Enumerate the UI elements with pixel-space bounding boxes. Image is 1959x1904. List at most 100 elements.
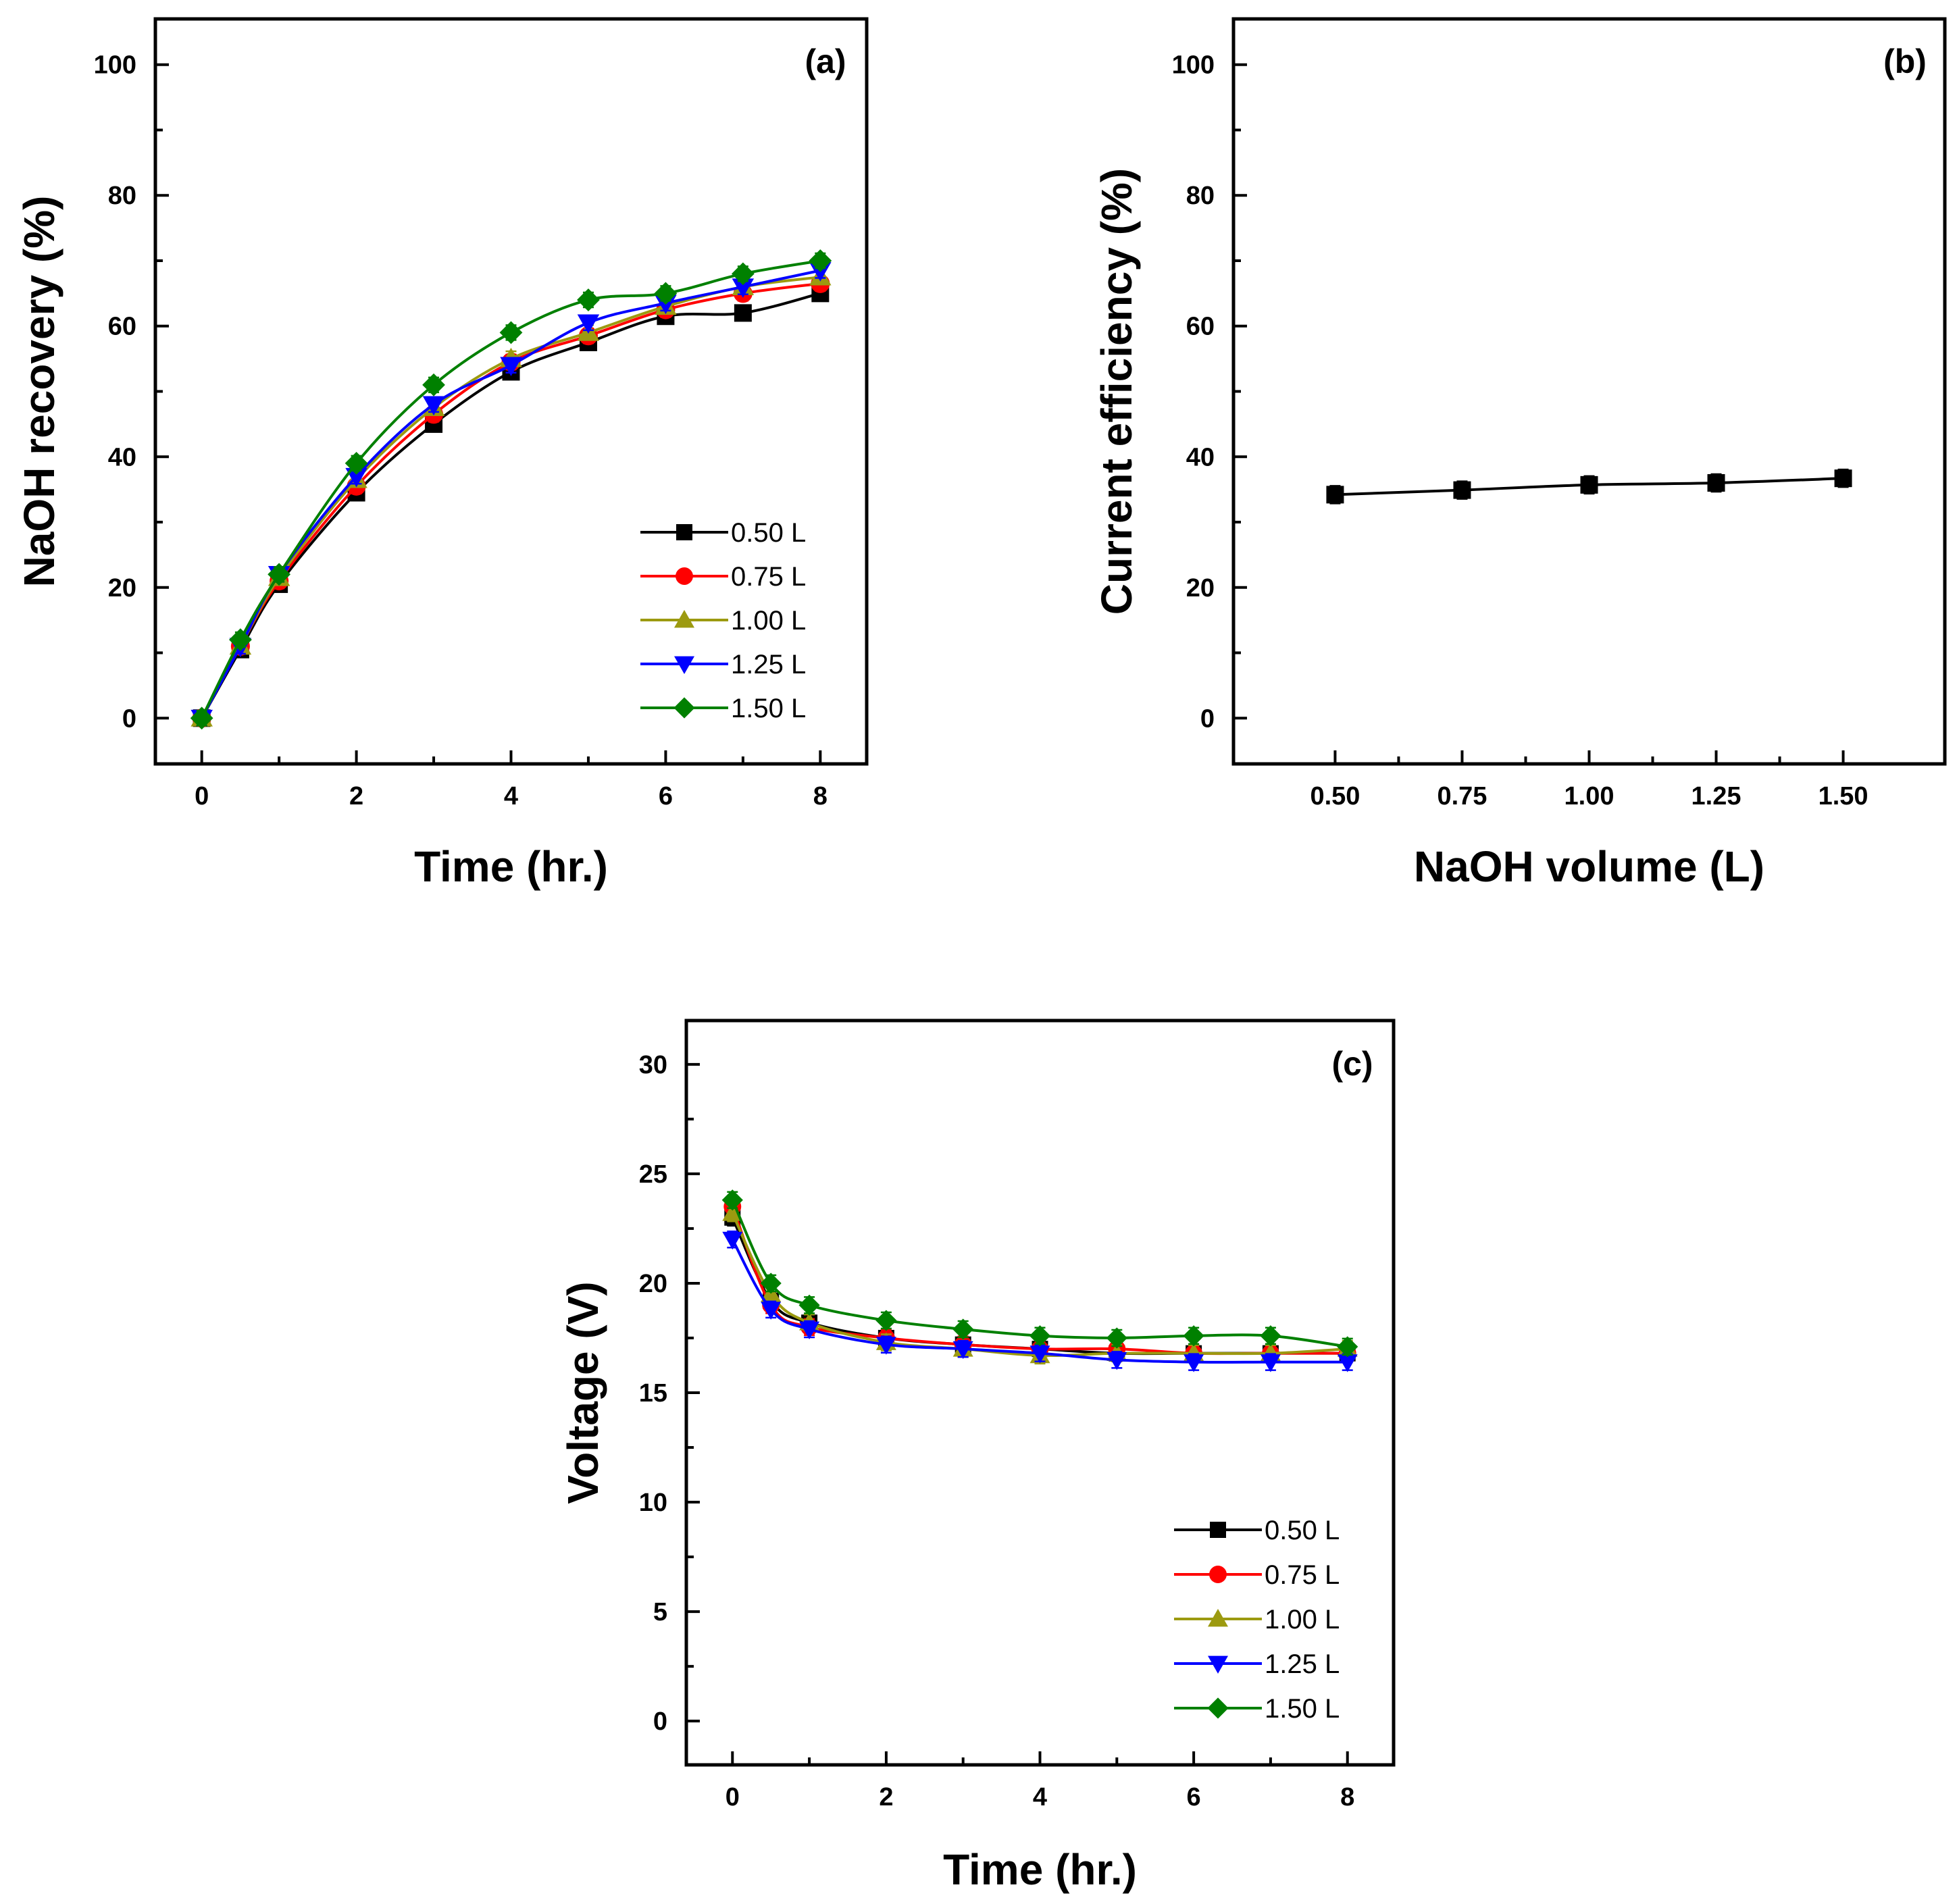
legend-entry: 1.25 L (1174, 1649, 1340, 1679)
data-point (500, 357, 522, 377)
y-tick-label: 15 (639, 1379, 667, 1408)
data-point (268, 563, 291, 586)
legend: 0.50 L 0.75 L 1.00 L 1.25 L 1.50 L (1174, 1516, 1340, 1724)
x-axis: 0.50 0.75 1.00 1.25 1.50 (1310, 750, 1868, 811)
x-tick-label: 6 (659, 782, 673, 811)
y-tick-label: 5 (653, 1598, 667, 1626)
y-tick-label: 0 (653, 1707, 667, 1736)
y-axis: 0 20 40 60 80 100 (94, 51, 169, 733)
data-point (229, 628, 252, 652)
legend-label: 1.00 L (731, 606, 806, 636)
data-point (1453, 481, 1471, 499)
x-axis: 0 2 4 6 8 (195, 750, 828, 811)
panel-label: (a) (805, 43, 846, 80)
y-tick-label: 40 (108, 443, 136, 471)
x-tick-label: 0.75 (1437, 782, 1487, 811)
data-point (952, 1318, 974, 1340)
legend-marker (1208, 1609, 1228, 1627)
legend-entry: 1.50 L (640, 694, 806, 723)
data-point (875, 1337, 896, 1355)
data-point (761, 1302, 782, 1320)
y-tick-label: 20 (639, 1270, 667, 1298)
legend-entry: 1.00 L (1174, 1605, 1340, 1635)
x-tick-label: 0 (195, 782, 209, 811)
data-point (1337, 1336, 1358, 1358)
legend-entry: 1.25 L (640, 650, 806, 679)
data-point (422, 396, 445, 416)
data-point (499, 321, 523, 344)
y-axis: 0 20 40 60 80 100 (1172, 51, 1247, 733)
data-point (345, 467, 367, 488)
data-point (1260, 1325, 1281, 1347)
legend-marker (1209, 1566, 1227, 1583)
y-tick-label: 30 (639, 1051, 667, 1079)
x-tick-label: 1.25 (1691, 782, 1741, 811)
data-point (1834, 469, 1852, 488)
series-line (731, 1212, 1348, 1358)
data-point (1183, 1325, 1204, 1347)
x-tick-label: 1.00 (1564, 782, 1614, 811)
y-tick-label: 0 (122, 704, 136, 733)
data-point (577, 288, 600, 311)
data-point (1707, 473, 1725, 492)
legend-label: 1.00 L (1265, 1605, 1340, 1635)
legend-label: 1.25 L (731, 650, 806, 679)
data-point (1260, 1354, 1281, 1372)
legend-entry: 0.50 L (1174, 1516, 1340, 1545)
y-tick-label: 100 (1172, 51, 1215, 80)
panel-label: (c) (1331, 1045, 1373, 1083)
data-point (731, 262, 755, 286)
legend-label: 1.50 L (731, 694, 806, 723)
data-point (1106, 1327, 1127, 1349)
data-point (734, 304, 752, 322)
x-tick-label: 4 (504, 782, 518, 811)
series-line (200, 292, 821, 719)
data-point (721, 1189, 743, 1211)
x-axis: 0 2 4 6 8 (726, 1751, 1354, 1811)
x-tick-label: 0 (726, 1783, 740, 1811)
legend-entry: 0.50 L (640, 518, 806, 548)
legend-marker (676, 567, 693, 585)
panel-label: (b) (1883, 43, 1927, 80)
x-tick-label: 6 (1187, 1783, 1201, 1811)
x-axis-title: Time (hr.) (414, 842, 608, 891)
y-axis-title: NaOH recovery (%) (15, 196, 63, 588)
y-tick-label: 25 (639, 1160, 667, 1189)
data-point (1029, 1325, 1051, 1347)
series-line (731, 1199, 1348, 1348)
series-1-50-l (721, 1189, 1358, 1358)
y-tick-label: 0 (1200, 704, 1215, 733)
data-point (1184, 1354, 1204, 1372)
data-point (1106, 1352, 1127, 1370)
legend-marker (673, 697, 695, 719)
chart-panel-c: 0 2 4 6 8 0 5 10 15 20 25 30 Time (hr.) Voltage (V) (c… (559, 1019, 1396, 1894)
legend-label: 0.75 L (1265, 1560, 1340, 1590)
data-point (1029, 1345, 1050, 1364)
y-tick-label: 80 (108, 182, 136, 210)
legend-entry: 1.00 L (640, 606, 806, 636)
legend-label: 1.25 L (1265, 1649, 1340, 1679)
legend-marker (676, 524, 692, 540)
legend-marker (674, 610, 694, 628)
data-point (654, 282, 678, 305)
data-point (1326, 486, 1344, 504)
x-axis-title: NaOH volume (L) (1414, 842, 1764, 891)
data-point (190, 706, 213, 730)
legend-marker (1207, 1697, 1229, 1719)
legend-label: 0.50 L (1265, 1516, 1340, 1545)
chart-panel-b: 0.50 0.75 1.00 1.25 1.50 0 20 40 60 80 100 NaOH vol… (1092, 17, 1947, 891)
legend-marker (1208, 1655, 1228, 1674)
data-point (1337, 1354, 1358, 1372)
y-tick-label: 40 (1186, 443, 1215, 471)
y-axis-title: Current efficiency (%) (1092, 168, 1141, 615)
data-point (799, 1321, 820, 1340)
x-tick-label: 0.50 (1310, 782, 1360, 811)
x-tick-label: 2 (349, 782, 363, 811)
legend: 0.50 L 0.75 L 1.00 L 1.25 L 1.50 L (640, 518, 806, 723)
legend-entry: 0.75 L (1174, 1560, 1340, 1590)
x-tick-label: 4 (1033, 1783, 1047, 1811)
series-1-25-l (722, 1230, 1358, 1372)
x-tick-label: 8 (1340, 1783, 1354, 1811)
x-tick-label: 8 (813, 782, 828, 811)
